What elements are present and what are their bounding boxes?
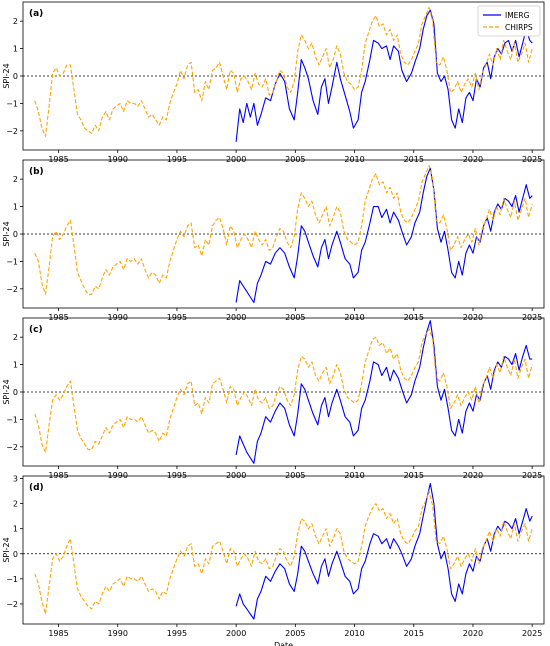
y-tick-label: 0 [13, 72, 18, 81]
x-tick-label: 2020 [463, 313, 483, 322]
x-tick-label: 2000 [226, 629, 246, 638]
series-line-chirps [34, 490, 533, 615]
x-tick-label: 1995 [167, 471, 187, 480]
panel-3: −2 −1 0 1 2 1985 1990 1995 2000 2005 2010 2015 2020 2… [2, 317, 545, 480]
x-tick-label: 1985 [48, 471, 68, 480]
x-tick-label: 2000 [226, 313, 246, 322]
y-tick-label: −1 [6, 415, 18, 424]
panel-label: (c) [29, 325, 43, 335]
plot-frame [22, 475, 545, 625]
series-line-chirps [34, 6, 533, 137]
x-tick-label: 1985 [48, 155, 68, 164]
x-tick-label: 2025 [522, 629, 542, 638]
y-axis-label: SPI-24 [2, 537, 11, 562]
legend-label-chirps: CHIRPS [505, 23, 533, 32]
x-tick-label: 2020 [463, 471, 483, 480]
x-tick-label: 2025 [522, 155, 542, 164]
x-tick-label: 1995 [167, 155, 187, 164]
y-tick-label: 0 [13, 388, 18, 397]
x-tick-label: 1985 [48, 313, 68, 322]
legend-label-imerg: IMERG [505, 11, 530, 20]
series-line-imerg [235, 9, 533, 142]
series-line-chirps [34, 328, 533, 453]
y-tick-label: −2 [6, 600, 18, 609]
x-tick-label: 2015 [404, 155, 424, 164]
x-tick-label: 2015 [404, 313, 424, 322]
x-tick-label: 2020 [463, 629, 483, 638]
y-tick-label: −1 [6, 575, 18, 584]
panel-2: −2 −1 0 1 2 1985 1990 1995 2000 2005 2010 2015 2020 2… [2, 159, 545, 322]
x-tick-label: 2005 [285, 629, 305, 638]
y-axis-label: SPI-24 [2, 63, 11, 88]
legend: IMERG CHIRPS [477, 5, 541, 37]
x-tick-label: 1990 [108, 155, 128, 164]
panel-label: (a) [29, 9, 43, 19]
panel-label: (b) [29, 167, 44, 177]
series-line-imerg [235, 320, 533, 464]
x-tick-label: 2005 [285, 155, 305, 164]
x-tick-label: 2010 [344, 471, 364, 480]
x-tick-label: 2000 [226, 471, 246, 480]
y-tick-label: 1 [13, 525, 18, 534]
y-tick-label: 1 [13, 45, 18, 54]
x-tick-label: 1985 [48, 629, 68, 638]
x-tick-label: 1995 [167, 313, 187, 322]
y-tick-label: −1 [6, 257, 18, 266]
x-tick-label: 2010 [344, 155, 364, 164]
y-tick-label: 1 [13, 203, 18, 212]
y-tick-label: 0 [13, 230, 18, 239]
y-tick-label: 2 [13, 17, 18, 26]
x-tick-label: 2015 [404, 629, 424, 638]
x-tick-label: 2005 [285, 471, 305, 480]
x-tick-label: 2025 [522, 471, 542, 480]
x-tick-label: 2000 [226, 155, 246, 164]
y-tick-label: 2 [13, 175, 18, 184]
x-tick-label: 2005 [285, 313, 305, 322]
y-tick-label: −2 [6, 285, 18, 294]
x-tick-label: 1995 [167, 629, 187, 638]
y-tick-label: 2 [13, 333, 18, 342]
series-line-imerg [235, 482, 533, 620]
x-axis-label: Date [274, 641, 293, 646]
y-tick-label: 1 [13, 361, 18, 370]
y-axis-label: SPI-24 [2, 221, 11, 246]
y-tick-label: 3 [13, 475, 18, 484]
x-tick-label: 1990 [108, 471, 128, 480]
panel-1: −2 −1 0 1 2 1985 1990 1995 2000 2005 2010 2015 2020 2… [2, 1, 545, 164]
x-tick-label: 2015 [404, 471, 424, 480]
panel-4: −2 −1 0 1 2 3 1985 1990 1995 2000 2005 2010 2015 2020… [2, 475, 545, 646]
y-tick-label: 2 [13, 500, 18, 509]
panel-label: (d) [29, 483, 44, 493]
y-tick-label: −2 [6, 443, 18, 452]
y-tick-label: −2 [6, 127, 18, 136]
y-tick-label: −1 [6, 99, 18, 108]
series-line-chirps [34, 164, 533, 295]
x-tick-label: 1990 [108, 629, 128, 638]
legend-box [477, 5, 541, 37]
x-tick-label: 2020 [463, 155, 483, 164]
x-tick-label: 1990 [108, 313, 128, 322]
series-line-imerg [235, 167, 533, 304]
y-tick-label: 0 [13, 550, 18, 559]
x-tick-label: 2025 [522, 313, 542, 322]
y-axis-label: SPI-24 [2, 379, 11, 404]
x-tick-label: 2010 [344, 629, 364, 638]
x-tick-label: 2010 [344, 313, 364, 322]
